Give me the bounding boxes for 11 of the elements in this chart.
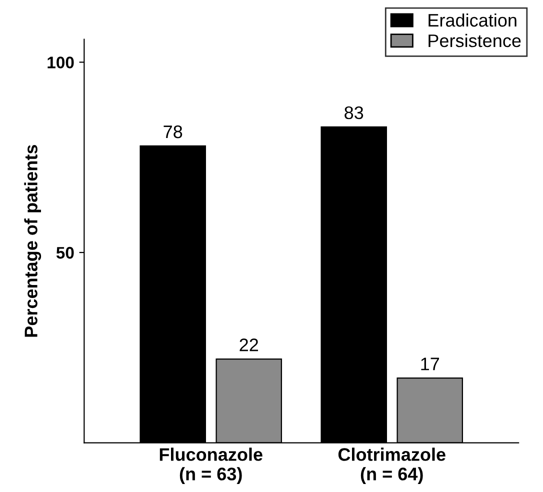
data-label: 22 [240,338,258,352]
y-tick-label: 50 [56,246,74,259]
y-tick-label: 100 [48,56,74,68]
data-label: 17 [421,358,440,370]
y-axis-title: Percentage of patients [24,144,42,337]
legend-label: Eradication [428,13,516,27]
x-tick-label: Fluconazole (n = 63) [160,448,262,484]
x-tick-label: Clotrimazole (n = 64) [338,448,446,484]
data-label: 78 [164,125,182,138]
legend-label: Persistence [428,34,521,48]
data-label: 83 [344,106,364,120]
